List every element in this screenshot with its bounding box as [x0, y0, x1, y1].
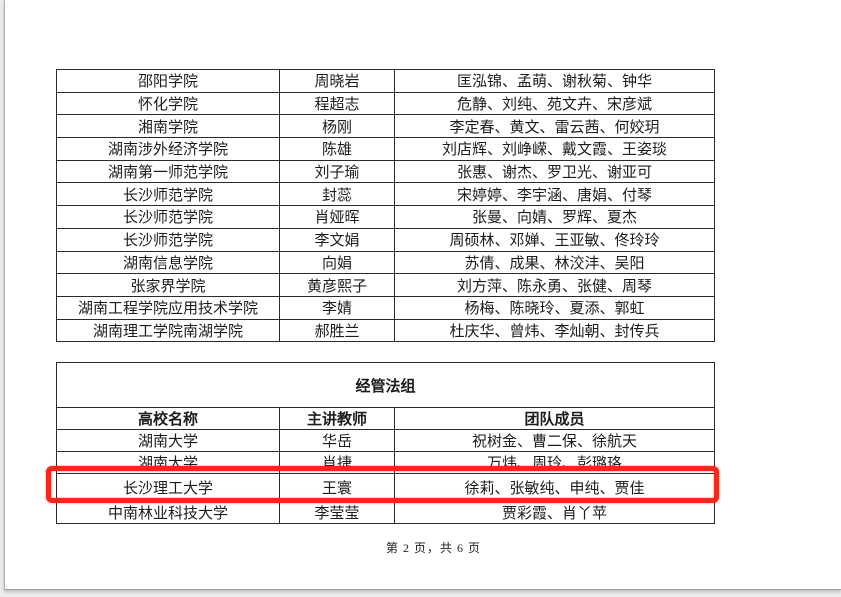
table-row: 长沙师范学院 肖娅晖 张曼、向婧、罗辉、夏杰 — [56, 205, 715, 229]
members-cell: 苏倩、成果、林洨沣、吴阳 — [394, 250, 715, 275]
school-cell: 怀化学院 — [56, 91, 280, 116]
teacher-cell: 肖捷 — [279, 451, 395, 474]
school-cell: 湖南工程学院应用技术学院 — [56, 295, 280, 320]
members-cell: 刘方萍、陈永勇、张健、周琴 — [394, 273, 715, 297]
members-cell: 李定春、黄文、雷云茜、何姣玥 — [394, 114, 715, 139]
universities-table-continued: 邵阳学院 周晓岩 匡泓锦、孟萌、谢秋菊、钟华 怀化学院 程超志 危静、刘纯、苑文… — [56, 69, 715, 343]
school-cell: 湖南理工学院南湖学院 — [56, 318, 280, 343]
members-cell: 徐莉、张敏纯、申纯、贾佳 — [394, 473, 715, 501]
school-cell: 张家界学院 — [56, 273, 280, 297]
table-row: 湖南理工学院南湖学院 郝胜兰 杜庆华、曾炜、李灿朝、封传兵 — [56, 318, 715, 343]
members-cell: 宋婷婷、李宇涵、唐娟、付琴 — [394, 182, 715, 207]
school-cell: 湖南信息学院 — [56, 250, 280, 275]
members-cell: 周硕林、邓婵、王亚敏、佟玲玲 — [394, 227, 715, 252]
table-row: 湖南大学 华岳 祝树金、曹二保、徐航天 — [56, 429, 715, 452]
school-cell: 湖南第一师范学院 — [56, 159, 280, 184]
school-cell: 湖南大学 — [56, 429, 280, 452]
teacher-cell: 封蕊 — [279, 182, 395, 207]
table-row: 湖南大学 肖捷 万炜、周玲、彭璐珞 — [56, 451, 715, 474]
members-cell: 祝树金、曹二保、徐航天 — [394, 429, 715, 452]
jingguanfa-group-table: 经管法组 高校名称 主讲教师 团队成员 湖南大学 华岳 祝树金、曹二保、徐航天 … — [56, 362, 715, 524]
teacher-cell: 肖娅晖 — [279, 205, 395, 229]
document-page: 邵阳学院 周晓岩 匡泓锦、孟萌、谢秋菊、钟华 怀化学院 程超志 危静、刘纯、苑文… — [4, 0, 841, 590]
school-cell: 长沙师范学院 — [56, 227, 280, 252]
school-cell: 湖南涉外经济学院 — [56, 137, 280, 161]
group-title-row: 经管法组 — [56, 362, 715, 408]
group-title: 经管法组 — [56, 362, 715, 408]
teacher-cell: 程超志 — [279, 91, 395, 116]
school-cell: 邵阳学院 — [56, 69, 280, 93]
teacher-cell: 李文娟 — [279, 227, 395, 252]
school-cell: 长沙理工大学 — [56, 473, 280, 501]
table-header-row: 高校名称 主讲教师 团队成员 — [56, 407, 715, 430]
members-cell: 张惠、谢杰、罗卫光、谢亚可 — [394, 159, 715, 184]
members-cell: 杜庆华、曾炜、李灿朝、封传兵 — [394, 318, 715, 343]
teacher-cell: 李婧 — [279, 295, 395, 320]
table-row: 湖南涉外经济学院 陈雄 刘店辉、刘峥嵘、戴文霞、王姿琰 — [56, 137, 715, 161]
members-cell: 万炜、周玲、彭璐珞 — [394, 451, 715, 474]
teacher-cell: 周晓岩 — [279, 69, 395, 93]
table-row: 长沙师范学院 封蕊 宋婷婷、李宇涵、唐娟、付琴 — [56, 182, 715, 207]
page-number-footer: 第 2 页，共 6 页 — [385, 541, 481, 555]
school-cell: 湖南大学 — [56, 451, 280, 474]
members-cell: 危静、刘纯、苑文卉、宋彦斌 — [394, 91, 715, 116]
teacher-cell: 向娟 — [279, 250, 395, 275]
members-cell: 匡泓锦、孟萌、谢秋菊、钟华 — [394, 69, 715, 93]
table-row: 张家界学院 黄彦熙子 刘方萍、陈永勇、张健、周琴 — [56, 273, 715, 297]
table-row-highlighted: 长沙理工大学 王寰 徐莉、张敏纯、申纯、贾佳 — [56, 473, 715, 501]
members-cell: 贾彩霞、肖丫苹 — [394, 500, 715, 524]
teacher-cell: 杨刚 — [279, 114, 395, 139]
school-column-header: 高校名称 — [56, 407, 280, 430]
school-cell: 长沙师范学院 — [56, 205, 280, 229]
teacher-cell: 李莹莹 — [279, 500, 395, 524]
school-cell: 中南林业科技大学 — [56, 500, 280, 524]
school-cell: 湘南学院 — [56, 114, 280, 139]
members-cell: 刘店辉、刘峥嵘、戴文霞、王姿琰 — [394, 137, 715, 161]
members-cell: 杨梅、陈晓玲、夏添、郭虹 — [394, 295, 715, 320]
members-column-header: 团队成员 — [394, 407, 715, 430]
table-row: 怀化学院 程超志 危静、刘纯、苑文卉、宋彦斌 — [56, 91, 715, 116]
teacher-cell: 陈雄 — [279, 137, 395, 161]
table-row: 湖南信息学院 向娟 苏倩、成果、林洨沣、吴阳 — [56, 250, 715, 275]
table-row: 湖南工程学院应用技术学院 李婧 杨梅、陈晓玲、夏添、郭虹 — [56, 295, 715, 320]
teacher-cell: 刘子瑜 — [279, 159, 395, 184]
teacher-cell: 郝胜兰 — [279, 318, 395, 343]
table-row: 中南林业科技大学 李莹莹 贾彩霞、肖丫苹 — [56, 500, 715, 524]
members-cell: 张曼、向婧、罗辉、夏杰 — [394, 205, 715, 229]
teacher-column-header: 主讲教师 — [279, 407, 395, 430]
table-row: 长沙师范学院 李文娟 周硕林、邓婵、王亚敏、佟玲玲 — [56, 227, 715, 252]
teacher-cell: 王寰 — [279, 473, 395, 501]
table-row: 湖南第一师范学院 刘子瑜 张惠、谢杰、罗卫光、谢亚可 — [56, 159, 715, 184]
table-row: 邵阳学院 周晓岩 匡泓锦、孟萌、谢秋菊、钟华 — [56, 69, 715, 93]
teacher-cell: 黄彦熙子 — [279, 273, 395, 297]
teacher-cell: 华岳 — [279, 429, 395, 452]
table-row: 湘南学院 杨刚 李定春、黄文、雷云茜、何姣玥 — [56, 114, 715, 139]
school-cell: 长沙师范学院 — [56, 182, 280, 207]
